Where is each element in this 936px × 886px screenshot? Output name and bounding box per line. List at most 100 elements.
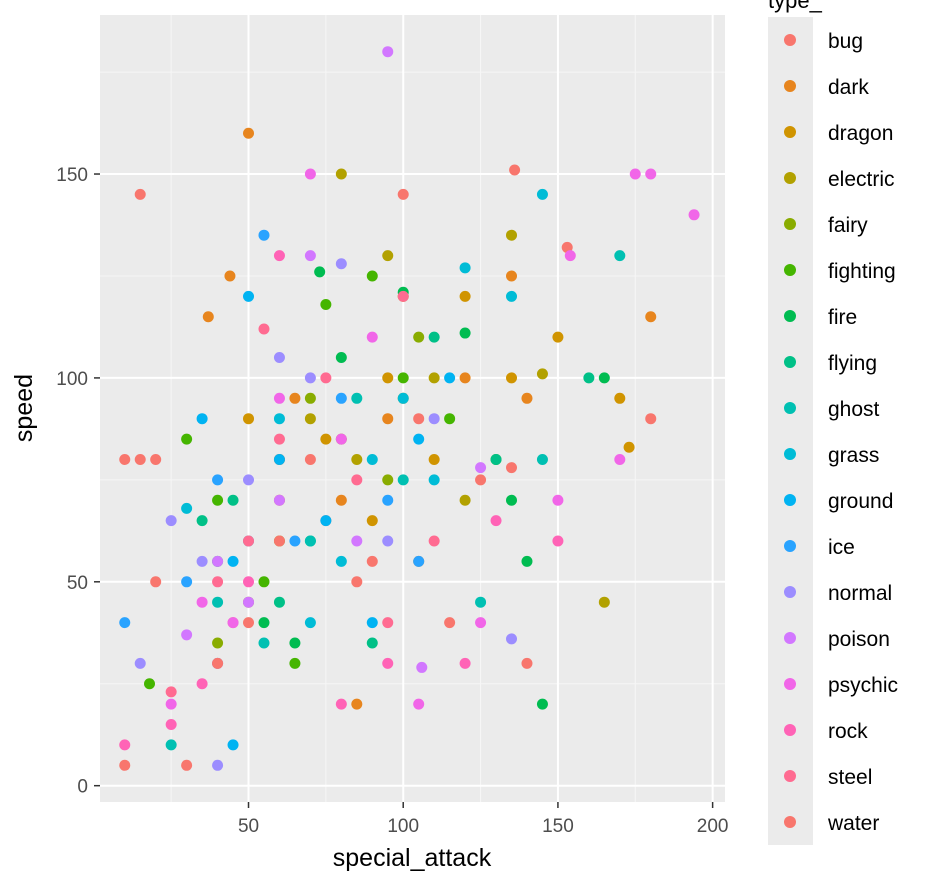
data-points [119,46,700,771]
point-water [444,617,456,629]
point-psychic [227,617,239,629]
legend-key-normal [784,586,796,598]
point-grass [181,502,193,514]
point-poison [382,46,394,58]
point-ground [273,453,285,465]
legend-key-dark [784,80,796,92]
legend-key-panel [768,17,813,845]
point-water [645,413,657,425]
point-normal [428,413,440,425]
point-bug [134,188,146,200]
legend-label-water: water [827,812,879,835]
legend-label-dark: dark [828,76,869,99]
legend-label-psychic: psychic [828,674,898,697]
point-water [150,453,162,465]
point-fire [506,494,518,506]
point-dark [335,494,347,506]
point-electric [335,168,347,180]
legend-key-ice [784,540,796,552]
point-normal [134,657,146,669]
point-dragon [614,392,626,404]
point-ice [382,494,394,506]
point-dragon [428,453,440,465]
point-dragon [382,372,394,384]
y-tick-label: 50 [67,573,88,594]
point-ghost [536,453,548,465]
point-ice [258,229,270,241]
point-ice [212,474,224,486]
y-tick-label: 0 [77,777,88,798]
point-fire [459,327,471,339]
point-fairy [382,474,394,486]
point-ground [196,413,208,425]
point-ground [243,290,255,302]
legend-key-rock [784,724,796,736]
point-rock [552,535,564,547]
point-poison [351,535,363,547]
legend-label-flying: flying [828,352,877,375]
point-ground [413,433,425,445]
point-dragon [243,413,255,425]
point-dark [289,392,301,404]
legend-label-electric: electric [828,168,895,191]
point-normal [335,258,347,270]
legend-key-psychic [784,678,796,690]
point-flying [428,331,440,343]
point-dark [382,413,394,425]
legend-label-fire: fire [828,306,857,329]
point-ghost [475,596,487,608]
point-steel [397,290,409,302]
legend-key-fire [784,310,796,322]
point-water [181,759,193,771]
legend-key-steel [784,770,796,782]
point-fire [335,352,347,364]
point-ghost [258,637,270,649]
point-normal [212,759,224,771]
legend-label-normal: normal [828,582,892,605]
legend-key-electric [784,172,796,184]
point-psychic [304,168,316,180]
point-bug [413,413,425,425]
y-axis-label: speed [10,374,38,442]
point-rock [273,250,285,262]
point-normal [382,535,394,547]
grid-major [100,15,725,802]
point-steel [212,576,224,588]
point-electric [304,413,316,425]
legend-label-ground: ground [828,490,893,513]
point-electric [428,372,440,384]
point-water [304,453,316,465]
point-grass [536,188,548,200]
y-tick-label: 150 [56,165,88,186]
point-psychic [688,209,700,221]
point-electric [506,229,518,241]
point-ghost [212,596,224,608]
point-fairy [304,392,316,404]
point-dragon [366,515,378,527]
point-dragon [320,433,332,445]
legend-label-ghost: ghost [828,398,880,421]
point-fighting [444,413,456,425]
point-electric [598,596,610,608]
point-fire [314,266,326,278]
point-ghost [165,739,177,751]
point-ground [320,515,332,527]
point-water [212,657,224,669]
point-rock [335,698,347,710]
point-fighting [144,678,156,690]
point-bug [366,555,378,567]
point-steel [258,323,270,335]
point-dark [351,698,363,710]
point-fighting [397,372,409,384]
point-dark [459,372,471,384]
point-ice [181,576,193,588]
point-fairy [212,637,224,649]
point-normal [165,515,177,527]
point-psychic [366,331,378,343]
legend-key-dragon [784,126,796,138]
x-tick-label: 100 [387,816,419,837]
point-fighting [258,576,270,588]
point-bug [475,474,487,486]
legend: bug dark dragon electric fairy fighting fire fl… [784,30,898,835]
